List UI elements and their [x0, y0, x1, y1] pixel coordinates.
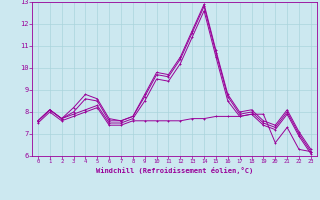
- X-axis label: Windchill (Refroidissement éolien,°C): Windchill (Refroidissement éolien,°C): [96, 167, 253, 174]
